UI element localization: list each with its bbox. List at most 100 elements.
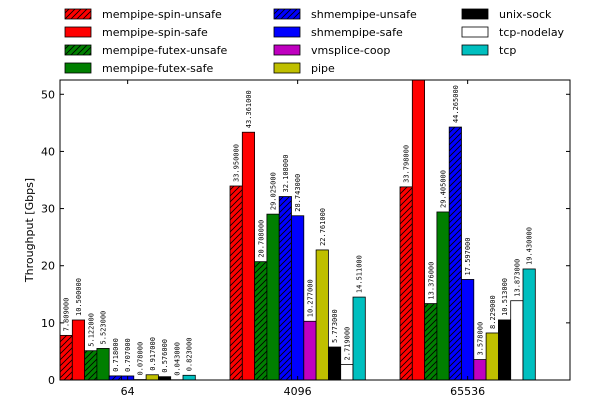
legend-swatch	[64, 62, 92, 74]
bar-hatch-shmempipe-unsafe-4096	[279, 196, 292, 380]
bar-unix-sock-4096	[327, 346, 342, 380]
bar-tcp-nodelay-65536	[510, 300, 524, 380]
data-label-mempipe-futex-unsafe-4096: 20.708000	[257, 220, 265, 258]
legend: mempipe-spin-unsafe mempipe-spin-safe memp…	[64, 8, 565, 75]
data-label-vmsplice-coop-4096: 10.277000	[306, 279, 314, 317]
bar-mempipe-futex-safe-4096	[266, 213, 280, 380]
bar-hatch-mempipe-futex-unsafe-64	[84, 350, 97, 380]
legend-label: vmsplice-coop	[311, 44, 390, 57]
legend-swatch	[461, 26, 489, 38]
data-label-mempipe-futex-safe-65536: 29.405000	[440, 170, 448, 208]
legend-label: tcp	[499, 44, 516, 57]
data-label-tcp-nodelay-65536: 13.873000	[513, 259, 521, 297]
legend-label: mempipe-futex-safe	[102, 62, 214, 75]
data-label-tcp-nodelay-64: 0.043000	[173, 342, 181, 376]
legend-item-mempipe-spin-safe: mempipe-spin-safe	[64, 26, 208, 39]
legend-swatch-hatch	[65, 9, 91, 19]
data-label-shmempipe-safe-64: 0.707000	[124, 338, 132, 372]
data-label-shmempipe-safe-65536: 17.597000	[464, 238, 472, 276]
bar-mempipe-spin-safe-4096	[241, 131, 256, 380]
bar-hatch-shmempipe-unsafe-64	[109, 375, 122, 380]
bar-shmempipe-safe-65536	[461, 279, 475, 380]
x-tick-label: 64	[121, 385, 135, 398]
plot-frame	[59, 79, 571, 381]
legend-swatch	[273, 44, 301, 56]
data-label-pipe-65536: 8.229000	[489, 295, 497, 329]
legend-item-shmempipe-safe: shmempipe-safe	[273, 26, 403, 39]
legend-label: mempipe-futex-unsafe	[102, 44, 227, 57]
data-label-mempipe-futex-safe-64: 5.523000	[100, 311, 108, 345]
legend-swatch-hatch	[65, 45, 91, 55]
legend-item-vmsplice-coop: vmsplice-coop	[273, 44, 390, 57]
legend-label: shmempipe-unsafe	[311, 8, 417, 21]
bar-hatch-mempipe-spin-unsafe-65536	[400, 186, 413, 380]
data-label-shmempipe-unsafe-4096: 32.108000	[282, 155, 290, 193]
data-label-mempipe-spin-unsafe-65536: 33.798000	[403, 145, 411, 183]
data-label-mempipe-futex-unsafe-64: 5.122000	[87, 313, 95, 347]
legend-label: shmempipe-safe	[311, 26, 403, 39]
bar-tcp-4096	[352, 296, 366, 380]
x-tick-label: 65536	[450, 385, 485, 398]
legend-item-pipe: pipe	[273, 62, 335, 75]
bar-mempipe-spin-safe-64	[71, 319, 86, 380]
legend-label: pipe	[311, 62, 335, 75]
legend-label: unix-sock	[499, 8, 552, 21]
data-label-unix-sock-4096: 5.773000	[331, 309, 339, 343]
bar-hatch-mempipe-futex-unsafe-65536	[424, 303, 437, 380]
bar-pipe-64	[145, 374, 159, 380]
bars	[60, 80, 536, 380]
legend-item-tcp: tcp	[461, 44, 516, 57]
data-label-mempipe-spin-safe-64: 10.500000	[75, 278, 83, 316]
y-tick-label: 20	[41, 260, 55, 273]
y-tick-label: 30	[41, 203, 55, 216]
data-label-vmsplice-coop-64: 0.078000	[136, 342, 144, 376]
legend-label: tcp-nodelay	[499, 26, 565, 39]
bar-hatch-mempipe-spin-unsafe-4096	[230, 186, 243, 380]
data-label-pipe-64: 0.917000	[149, 337, 157, 371]
bar-tcp-64	[182, 374, 196, 380]
data-label-mempipe-futex-unsafe-65536: 13.376000	[427, 262, 435, 300]
data-label-unix-sock-64: 0.576000	[161, 339, 169, 373]
bar-tcp-nodelay-4096	[340, 364, 354, 380]
legend-item-mempipe-futex-unsafe: mempipe-futex-unsafe	[64, 44, 227, 57]
bar-mempipe-futex-safe-65536	[436, 211, 450, 380]
y-tick-label: 10	[41, 317, 55, 330]
bar-pipe-4096	[315, 249, 329, 380]
legend-swatch-hatch	[274, 9, 300, 19]
legend-swatch	[64, 26, 92, 38]
data-label-mempipe-futex-safe-4096: 29.025000	[270, 172, 278, 210]
bar-shmempipe-safe-4096	[291, 215, 305, 380]
data-label-vmsplice-coop-65536: 3.578000	[476, 322, 484, 356]
legend-swatch	[273, 26, 301, 38]
bar-hatch-mempipe-futex-unsafe-4096	[254, 261, 267, 380]
x-tick-label: 4096	[284, 385, 312, 398]
bar-mempipe-futex-safe-64	[96, 348, 110, 380]
y-tick-label: 40	[41, 145, 55, 158]
plot-area: 7.809000 33.950000 33.798000 10.500000 43.36…	[41, 79, 571, 398]
bar-unix-sock-65536	[497, 319, 512, 380]
data-label-mempipe-spin-unsafe-4096: 33.950000	[233, 144, 241, 182]
bar-pipe-65536	[485, 332, 499, 380]
legend-swatch	[461, 44, 489, 56]
bar-hatch-shmempipe-unsafe-65536	[449, 127, 462, 380]
legend-item-tcp-nodelay: tcp-nodelay	[461, 26, 565, 39]
data-label-tcp-nodelay-4096: 2.719000	[343, 327, 351, 361]
data-label-shmempipe-unsafe-64: 0.718000	[112, 338, 120, 372]
legend-swatch	[461, 8, 489, 20]
y-axis-label: Throughput [Gbps]	[23, 178, 36, 283]
legend-item-mempipe-spin-unsafe: mempipe-spin-unsafe	[64, 8, 222, 21]
data-label-tcp-65536: 19.430000	[526, 227, 534, 265]
bar-hatch-mempipe-spin-unsafe-64	[60, 335, 73, 380]
data-label-mempipe-spin-safe-4096: 43.361000	[245, 90, 253, 128]
legend-label: mempipe-spin-safe	[102, 26, 208, 39]
legend-item-unix-sock: unix-sock	[461, 8, 552, 21]
legend-item-mempipe-futex-safe: mempipe-futex-safe	[64, 62, 214, 75]
bar-vmsplice-coop-4096	[303, 320, 317, 380]
legend-label: mempipe-spin-unsafe	[102, 8, 222, 21]
data-label-shmempipe-unsafe-65536: 44.265000	[452, 85, 460, 123]
data-label-shmempipe-safe-4096: 28.743000	[294, 174, 302, 212]
bar-vmsplice-coop-65536	[473, 359, 487, 380]
data-label-tcp-4096: 14.511000	[356, 255, 364, 293]
legend-item-shmempipe-unsafe: shmempipe-unsafe	[273, 8, 417, 21]
